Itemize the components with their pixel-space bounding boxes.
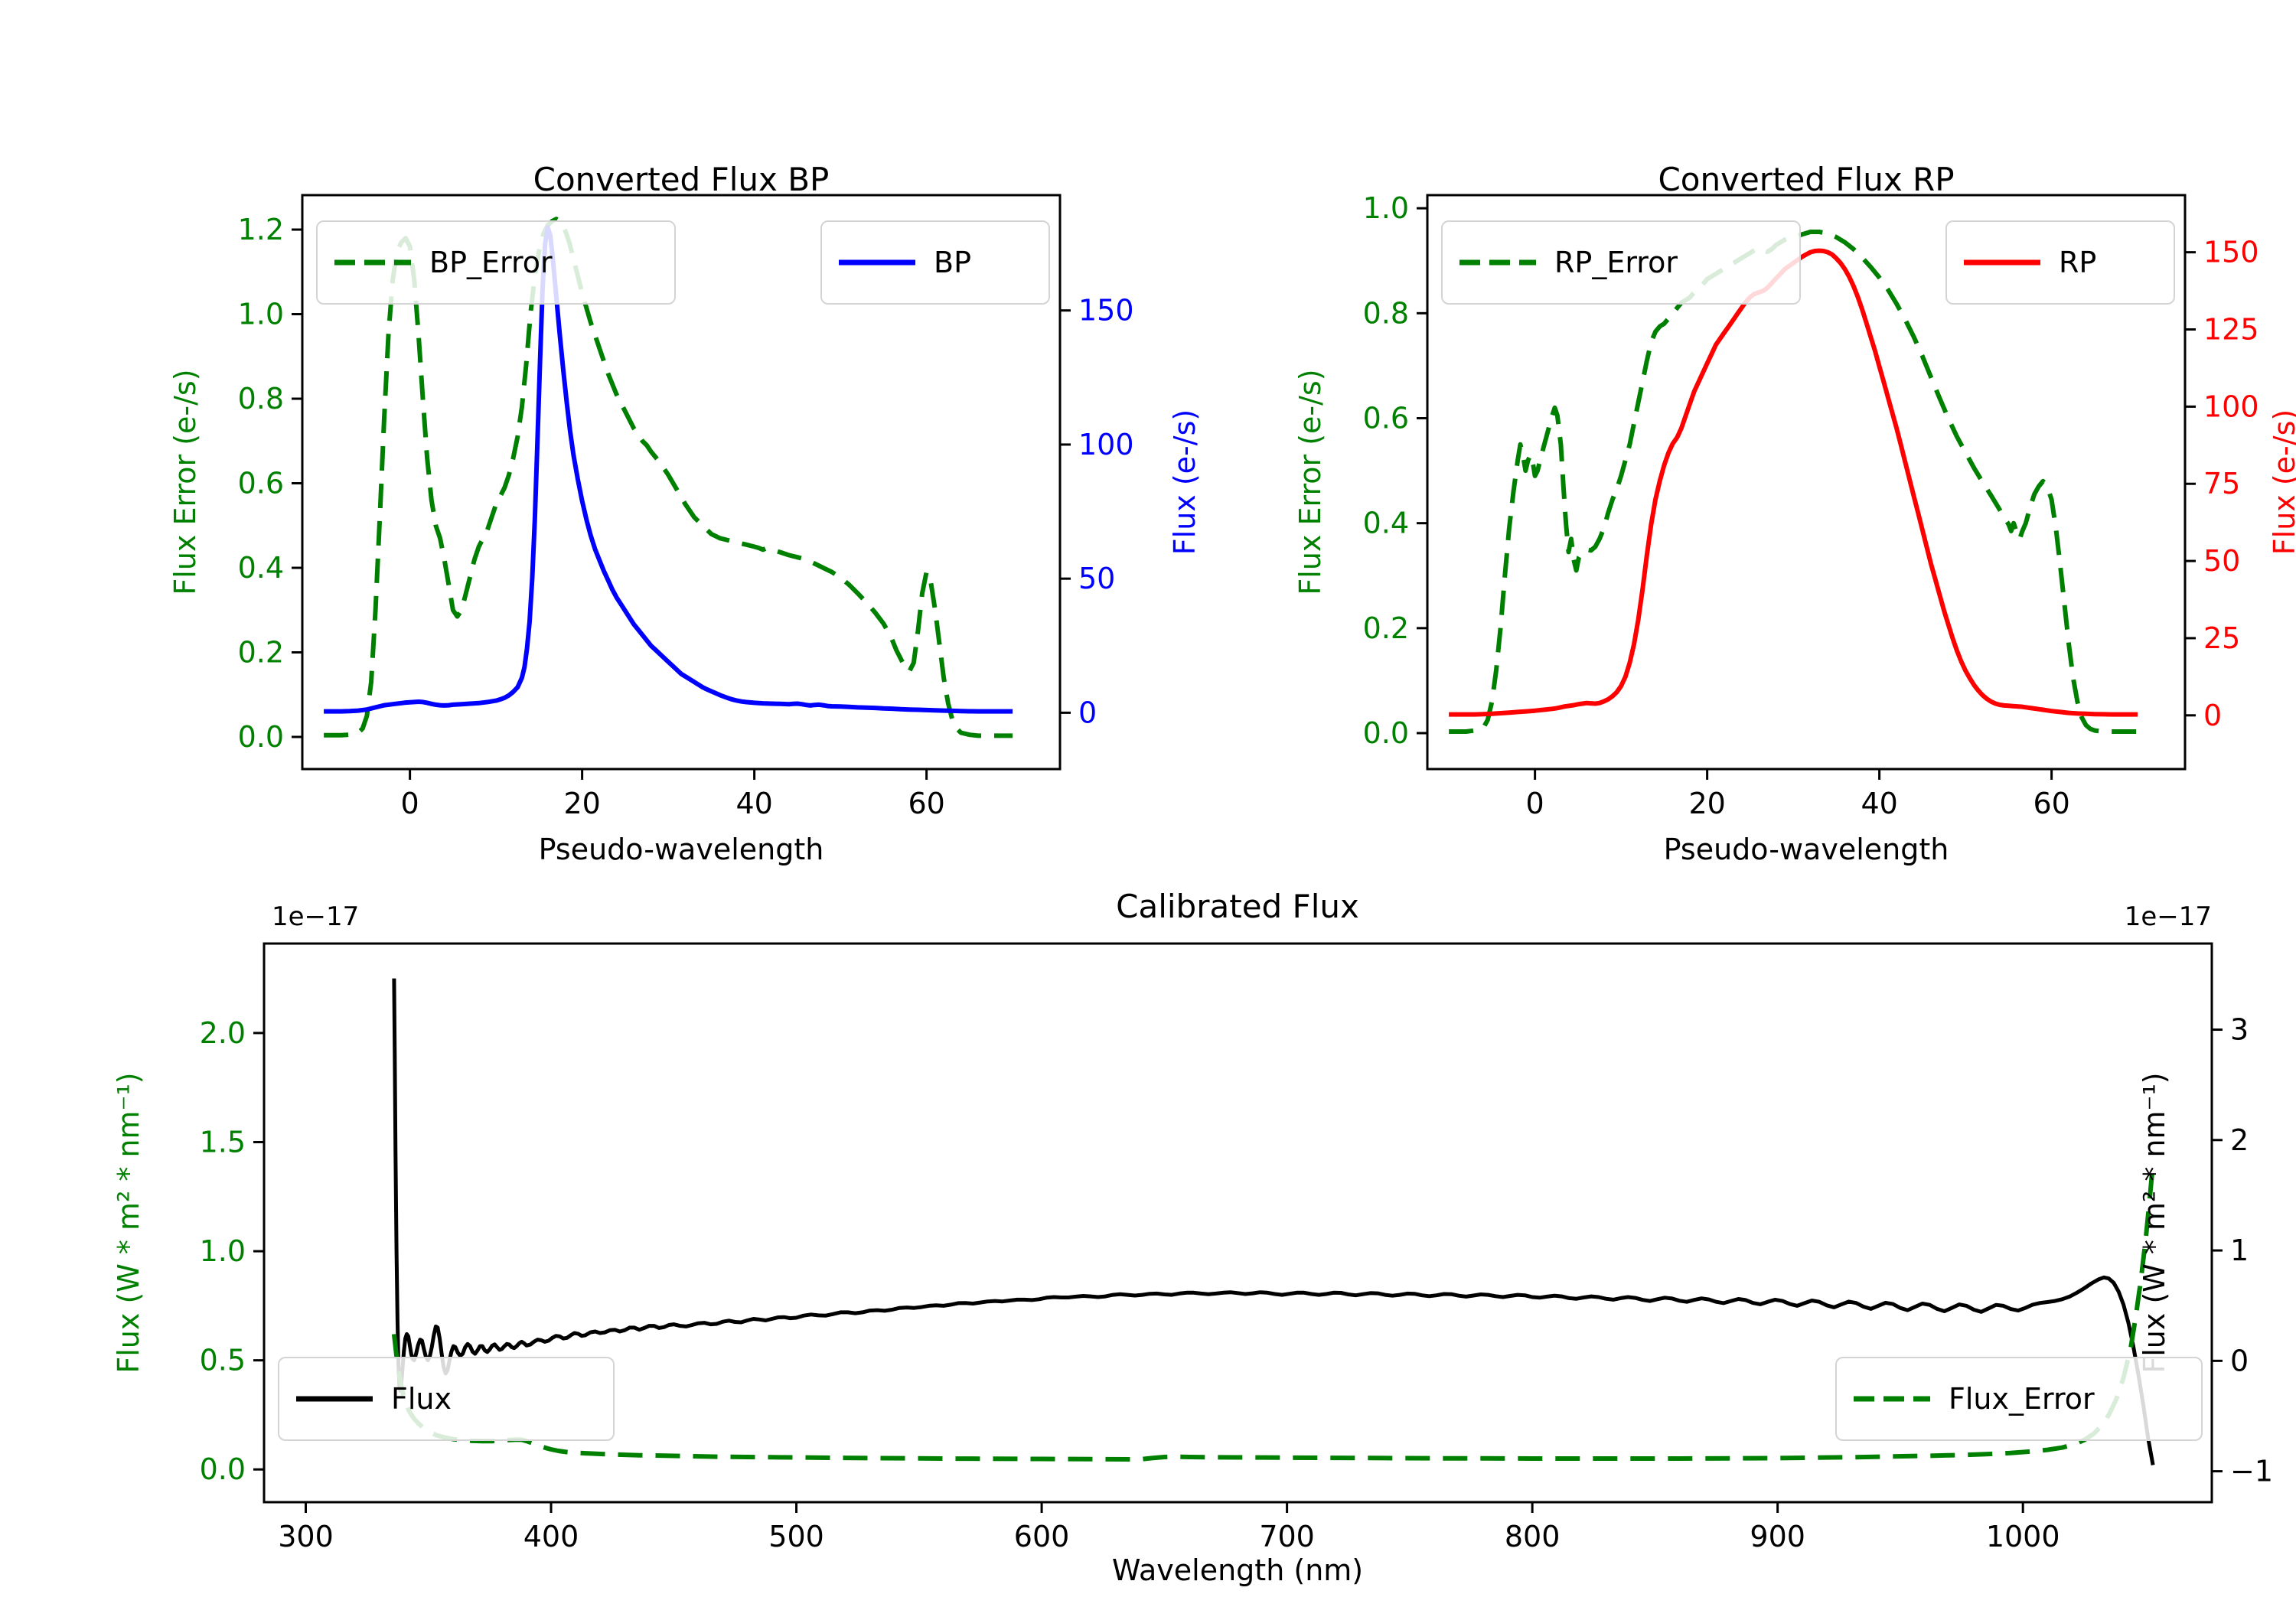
y-axis-label-calflux-left: Flux (W * m² * nm⁻¹) (112, 1072, 145, 1374)
legend-line-dashed-green-icon (1854, 1396, 1930, 1402)
y-tick-label-left: 0.2 (1363, 611, 1409, 645)
legend-label: BP (934, 246, 971, 279)
legend-flux: Flux (278, 1357, 615, 1441)
legend-rp-error: RP_Error (1441, 220, 1801, 305)
series-RP (1449, 248, 2138, 717)
legend-flux-error: Flux_Error (1835, 1357, 2203, 1441)
series-BP (324, 225, 1013, 714)
y-tick-label-left: 1.2 (238, 213, 284, 246)
legend-line-dashed-green-icon (1459, 259, 1536, 266)
subplot-2: 300 400 500 600 700 800 900 1000 0.0 0.5 1.0 1.5 2.0… (200, 942, 2273, 1553)
x-tick-label: 500 (768, 1520, 824, 1553)
legend-label: Flux_Error (1949, 1382, 2095, 1416)
series-Flux_Error (391, 1163, 2156, 1462)
legend-bp-error: BP_Error (316, 220, 676, 305)
x-tick-label: 60 (908, 787, 944, 820)
legend-line-dashed-green-icon (334, 259, 411, 266)
x-tick-label: 600 (1014, 1520, 1070, 1553)
x-tick-label: 700 (1259, 1520, 1315, 1553)
y-tick-label-left: 0.0 (200, 1452, 246, 1486)
axes-frame (1426, 194, 2187, 771)
x-tick-label: 400 (523, 1520, 579, 1553)
y-tick-label-right: 150 (1078, 294, 1134, 328)
series-RP_Error (1449, 230, 2138, 734)
y-tick-label-right: 0 (1078, 696, 1097, 729)
x-tick-label: 0 (1526, 787, 1544, 820)
x-tick-label: 900 (1750, 1520, 1805, 1553)
x-tick-label: 60 (2033, 787, 2069, 820)
y-axis-label-rp-flux: Flux (e-/s) (2268, 409, 2296, 556)
legend-line-solid-blue-icon (839, 259, 915, 266)
y-axis-label-calflux-right: Flux (W * m² * nm⁻¹) (2138, 1072, 2171, 1374)
legend-bp: BP (820, 220, 1050, 305)
x-axis-label-calibrated: Wavelength (nm) (1111, 1553, 1364, 1587)
axes-frame (301, 194, 1062, 771)
x-axis-label-bp: Pseudo-wavelength (538, 833, 824, 866)
y-tick-label-right: −1 (2230, 1455, 2273, 1488)
chart-title-rp: Converted Flux RP (1658, 161, 1955, 198)
y-tick-label-right: 100 (2203, 390, 2259, 423)
y-tick-label-left: 0.2 (238, 636, 284, 670)
y-tick-label-right: 2 (2230, 1123, 2249, 1157)
chart-title-calibrated: Calibrated Flux (1116, 888, 1359, 925)
legend-label: RP (2059, 246, 2097, 279)
y-tick-label-left: 0.0 (238, 720, 284, 754)
x-tick-label: 800 (1505, 1520, 1561, 1553)
y-tick-label-right: 150 (2203, 236, 2259, 269)
y-tick-label-right: 50 (2203, 544, 2240, 578)
y-axis-label-rp-error: Flux Error (e-/s) (1293, 369, 1327, 595)
x-tick-label: 300 (278, 1520, 334, 1553)
chart-title-bp: Converted Flux BP (533, 161, 830, 198)
legend-label: Flux (391, 1382, 452, 1416)
offset-text-left: 1e−17 (272, 901, 360, 932)
y-tick-label-left: 0.5 (200, 1344, 246, 1377)
y-tick-label-left: 0.0 (1363, 716, 1409, 750)
y-tick-label-left: 0.8 (1363, 296, 1409, 330)
y-tick-label-left: 1.0 (238, 298, 284, 331)
y-tick-label-right: 3 (2230, 1013, 2249, 1047)
offset-text-right: 1e−17 (2124, 901, 2212, 932)
y-tick-label-left: 1.0 (200, 1234, 246, 1268)
y-tick-label-left: 0.4 (238, 551, 284, 585)
y-tick-label-right: 0 (2203, 699, 2222, 732)
x-tick-label: 20 (563, 787, 600, 820)
subplot-0: 0 20 40 60 0.0 0.2 0.4 0.6 0.8 1.0 1.2 0 50 100 150 (238, 194, 1134, 820)
x-tick-label: 40 (1861, 787, 1897, 820)
y-tick-label-right: 50 (1078, 562, 1115, 595)
y-tick-label-left: 0.6 (1363, 401, 1409, 435)
x-tick-label: 0 (401, 787, 419, 820)
y-tick-label-right: 1 (2230, 1234, 2249, 1267)
legend-rp: RP (1945, 220, 2175, 305)
x-axis-label-rp: Pseudo-wavelength (1663, 833, 1949, 866)
y-axis-label-bp-flux: Flux (e-/s) (1168, 409, 1202, 556)
y-axis-label-bp-error: Flux Error (e-/s) (168, 369, 202, 595)
x-tick-label: 1000 (1986, 1520, 2060, 1553)
legend-line-solid-red-icon (1964, 259, 2040, 266)
axes-frame (263, 942, 2213, 1504)
legend-line-solid-black-icon (296, 1396, 373, 1402)
x-tick-label: 40 (735, 787, 772, 820)
x-tick-label: 20 (1688, 787, 1725, 820)
series-BP_Error (324, 217, 1013, 738)
y-tick-label-left: 1.5 (200, 1125, 246, 1159)
y-tick-label-right: 100 (1078, 428, 1134, 461)
y-tick-label-right: 75 (2203, 467, 2240, 500)
y-tick-label-left: 2.0 (200, 1016, 246, 1050)
y-tick-label-right: 25 (2203, 621, 2240, 655)
y-tick-label-right: 0 (2230, 1344, 2249, 1377)
y-tick-label-right: 125 (2203, 312, 2259, 346)
series-Flux (392, 978, 2155, 1465)
legend-label: RP_Error (1554, 246, 1678, 279)
y-tick-label-left: 0.4 (1363, 507, 1409, 540)
y-tick-label-left: 0.8 (238, 382, 284, 416)
y-tick-label-left: 1.0 (1363, 191, 1409, 225)
y-tick-label-left: 0.6 (238, 467, 284, 500)
legend-label: BP_Error (429, 246, 553, 279)
